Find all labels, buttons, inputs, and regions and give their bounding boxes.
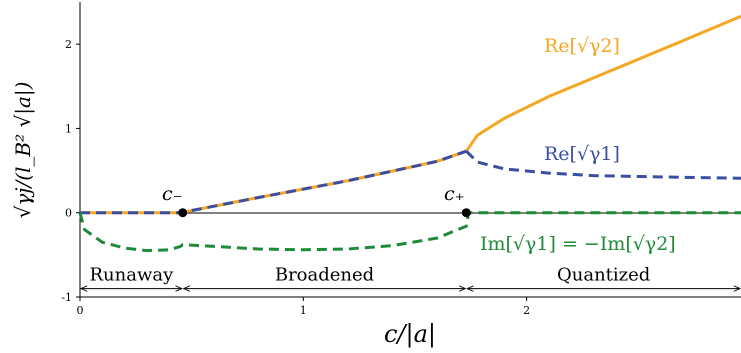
annotation-re-gamma2: Re[√γ2] (544, 35, 620, 57)
y-tick-label: 0 (65, 207, 72, 220)
series-re-gamma1-shared (80, 149, 467, 215)
x-tick-label: 2 (523, 304, 530, 317)
annotation-im-gamma: Im[√γ1] = −Im[√γ2] (480, 233, 676, 255)
point-label-c-plus: c₊ (444, 183, 465, 205)
y-tick-label: -1 (61, 291, 72, 304)
region-label: Quantized (557, 265, 650, 286)
region-label: Broadened (275, 265, 374, 286)
critical-point (178, 208, 188, 218)
x-axis-label: c/|a| (384, 320, 436, 349)
series-re-gamma2 (465, 14, 741, 153)
y-tick-label: 2 (65, 38, 72, 51)
ticks: 0 1 2 -1 0 1 2 (61, 38, 530, 317)
x-tick-label: 1 (300, 304, 307, 317)
regions-layer: Runaway Broadened Quantized (81, 265, 740, 289)
critical-point (461, 208, 471, 218)
series-layer (78, 14, 741, 253)
points-layer (178, 208, 471, 218)
annotation-re-gamma1: Re[√γ1] (544, 143, 620, 165)
point-label-c-minus: c₋ (162, 183, 183, 205)
series-re-gamma2-shared (80, 149, 467, 215)
y-axis-label: √γj/(l_B² √|a|) (11, 82, 36, 219)
region-label: Runaway (89, 265, 174, 286)
y-tick-label: 1 (65, 122, 72, 135)
series-re-gamma1 (465, 150, 741, 180)
x-tick-label: 0 (77, 304, 84, 317)
